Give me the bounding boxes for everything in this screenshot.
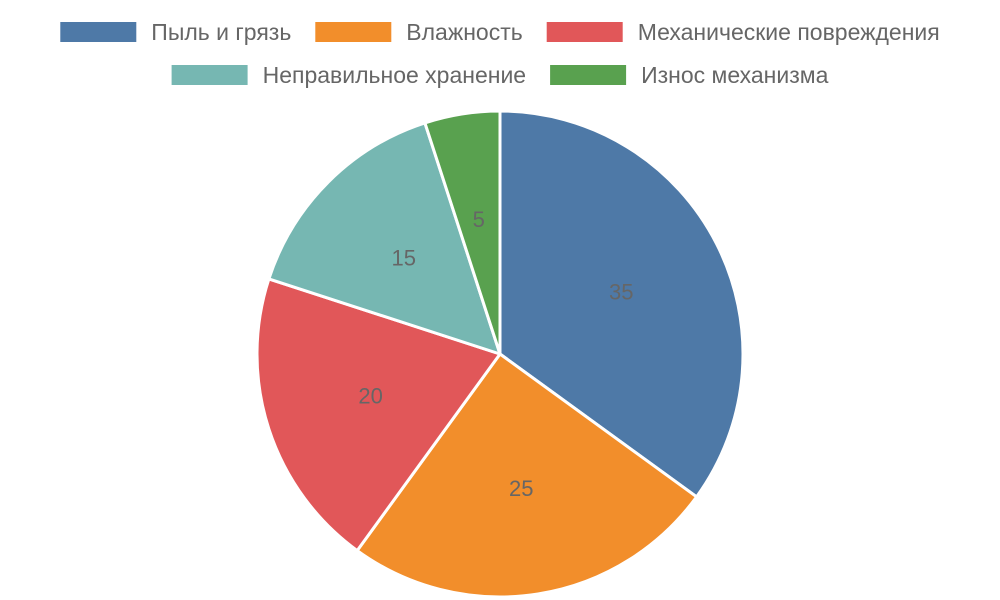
legend-item-1[interactable]: Пыль и грязь <box>60 19 291 45</box>
chart-legend: Пыль и грязь Влажность Механические повреж… <box>60 19 940 88</box>
pie-slice-2 <box>355 352 699 599</box>
legend-swatch <box>550 65 627 85</box>
legend-swatch <box>171 65 248 85</box>
legend-label: Влажность <box>406 19 522 45</box>
pie-slices <box>255 109 745 599</box>
slice-value-label: 20 <box>358 384 382 409</box>
pie-slice-5 <box>423 109 502 356</box>
pie-slice-3 <box>255 277 502 553</box>
slice-value-label: 5 <box>473 207 485 232</box>
legend-label: Механические повреждения <box>638 19 940 45</box>
legend-swatch <box>546 22 623 42</box>
legend-label: Пыль и грязь <box>151 19 291 45</box>
legend-swatch <box>315 22 392 42</box>
legend-item-5[interactable]: Износ механизма <box>550 62 829 88</box>
legend-item-4[interactable]: Неправильное хранение <box>171 62 527 88</box>
legend-item-2[interactable]: Влажность <box>315 19 523 45</box>
slice-value-label: 15 <box>392 245 416 270</box>
pie-slice-1 <box>498 109 745 499</box>
legend-item-3[interactable]: Механические повреждения <box>546 19 940 45</box>
legend-swatch <box>60 22 137 42</box>
slice-value-label: 25 <box>509 476 533 501</box>
legend-label: Износ механизма <box>641 62 828 88</box>
slice-value-label: 35 <box>609 280 633 305</box>
slice-labels: 35 25 20 15 5 <box>358 207 633 501</box>
legend-label: Неправильное хранение <box>263 62 527 88</box>
